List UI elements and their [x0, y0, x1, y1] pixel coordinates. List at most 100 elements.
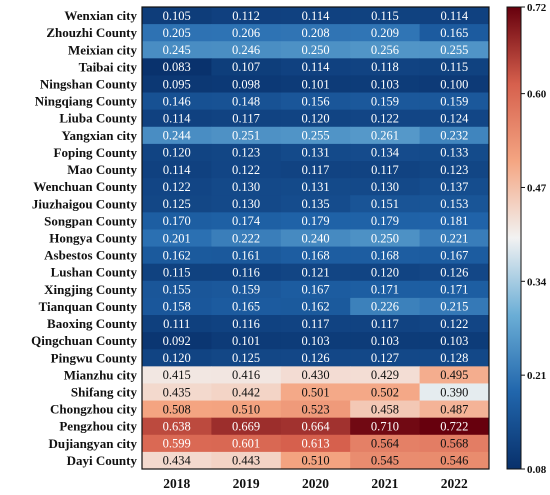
heatmap-cell	[142, 451, 212, 470]
heatmap-cell	[142, 75, 212, 93]
heatmap-cell	[280, 400, 351, 419]
row-label: Mao County	[67, 162, 137, 177]
heatmap-cell	[211, 161, 282, 179]
heatmap-cell	[419, 417, 490, 436]
heatmap-cell	[211, 212, 282, 230]
heatmap-cell	[350, 41, 420, 59]
colorbar-gradient	[506, 6, 522, 470]
cell-value-label: 0.568	[440, 437, 468, 451]
heatmap-cell	[419, 7, 490, 25]
cell-value-label: 0.430	[301, 368, 329, 382]
cell-value-label: 0.232	[440, 129, 468, 143]
colorbar-tick-label: 0.21	[527, 370, 546, 382]
cell-value-label: 0.416	[232, 368, 260, 382]
heatmap-cell	[419, 349, 490, 367]
cell-value-label: 0.168	[301, 248, 329, 262]
cell-value-label: 0.156	[301, 94, 329, 108]
heatmap-cell	[142, 212, 212, 230]
cell-value-label: 0.669	[232, 420, 260, 434]
cell-value-label: 0.125	[232, 351, 260, 365]
heatmap-cell	[142, 143, 212, 162]
heatmap-cell	[211, 24, 282, 42]
heatmap-cell	[419, 263, 490, 282]
heatmap-cell	[280, 332, 351, 350]
heatmap-cell	[350, 434, 420, 453]
cell-value-label: 0.495	[440, 368, 468, 382]
heatmap-cell	[350, 143, 420, 162]
heatmap-cell	[211, 332, 282, 350]
heatmap-cell	[280, 109, 351, 128]
heatmap-cell	[350, 92, 420, 111]
heatmap-frame	[141, 6, 490, 470]
heatmap-cell	[280, 143, 351, 162]
cell-value-label: 0.146	[163, 94, 191, 108]
cell-value-label: 0.638	[163, 420, 191, 434]
cell-value-label: 0.120	[163, 351, 191, 365]
row-label: Hongya County	[49, 231, 137, 246]
heatmap-cell	[350, 315, 420, 333]
heatmap-cell	[419, 92, 490, 111]
heatmap-cell	[419, 161, 490, 179]
heatmap-cell	[142, 280, 212, 299]
heatmap-cell	[419, 126, 490, 145]
heatmap-cell	[142, 263, 212, 282]
cell-value-label: 0.124	[440, 112, 469, 126]
cell-value-label: 0.126	[301, 351, 329, 365]
heatmap-cell	[142, 434, 212, 453]
row-label: Zhouzhi County	[46, 25, 137, 40]
heatmap-cell	[211, 126, 282, 145]
cell-value-label: 0.120	[301, 112, 329, 126]
row-label: Qingchuan County	[31, 333, 137, 348]
heatmap-cell	[419, 400, 490, 419]
heatmap-cell	[419, 383, 490, 401]
cell-value-label: 0.162	[163, 248, 191, 262]
cell-value-label: 0.435	[163, 385, 191, 399]
cell-value-label: 0.443	[232, 454, 260, 468]
cell-value-label: 0.244	[163, 129, 192, 143]
cell-value-label: 0.510	[232, 402, 260, 416]
row-labels: Wenxian city Zhouzhi County Meixian city Ta…	[31, 8, 137, 468]
column-label: 2019	[233, 476, 260, 491]
heatmap-cell	[350, 75, 420, 93]
heatmap-cell	[350, 178, 420, 196]
cell-value-label: 0.121	[301, 266, 329, 280]
heatmap-cell	[280, 41, 351, 59]
cell-value-label: 0.255	[301, 129, 329, 143]
heatmap-cell	[211, 417, 282, 436]
cell-value-label: 0.250	[301, 43, 329, 57]
heatmap-cell	[419, 24, 490, 42]
heatmap-cell	[350, 263, 420, 282]
heatmap-cell	[280, 126, 351, 145]
cell-value-label: 0.083	[163, 60, 191, 74]
cell-value-label: 0.664	[301, 420, 330, 434]
cell-value-label: 0.171	[371, 283, 399, 297]
heatmap-cell	[419, 212, 490, 230]
row-label: Shifang city	[71, 385, 138, 400]
heatmap-cell	[419, 229, 490, 247]
row-label: Ningqiang County	[35, 94, 138, 109]
row-label: Yangxian city	[62, 128, 138, 143]
cell-value-label: 0.126	[440, 266, 468, 280]
column-label: 2022	[441, 476, 468, 491]
heatmap-cell	[280, 366, 351, 384]
heatmap-cell	[142, 7, 212, 25]
heatmap-cell	[280, 195, 351, 213]
heatmap-cell	[280, 161, 351, 179]
heatmap-cell	[350, 7, 420, 25]
cell-value-label: 0.208	[301, 26, 329, 40]
heatmap-cell	[142, 92, 212, 111]
colorbar-tick-label: 0.72	[527, 2, 547, 14]
heatmap-cell	[350, 349, 420, 367]
row-label: Meixian city	[68, 42, 137, 57]
heatmap-cell	[419, 246, 490, 265]
cell-value-label: 0.151	[371, 197, 399, 211]
cell-value-label: 0.130	[232, 197, 260, 211]
cell-value-label: 0.103	[371, 334, 399, 348]
heatmap-cell	[211, 451, 282, 470]
heatmap-cell	[350, 195, 420, 213]
cell-value-label: 0.117	[302, 317, 330, 331]
cell-value-label: 0.174	[232, 214, 261, 228]
cell-value-label: 0.221	[440, 231, 468, 245]
cell-value-label: 0.100	[440, 77, 468, 91]
